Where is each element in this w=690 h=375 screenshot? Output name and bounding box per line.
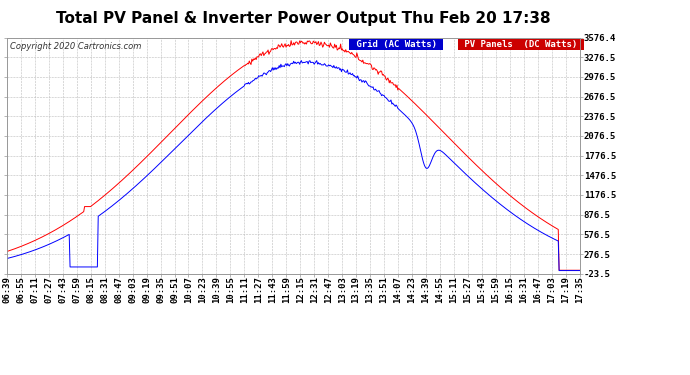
Text: Total PV Panel & Inverter Power Output Thu Feb 20 17:38: Total PV Panel & Inverter Power Output T… [57,11,551,26]
Text: PV Panels  (DC Watts): PV Panels (DC Watts) [460,40,583,49]
Text: Grid (AC Watts): Grid (AC Watts) [351,40,442,49]
Text: Copyright 2020 Cartronics.com: Copyright 2020 Cartronics.com [10,42,141,51]
